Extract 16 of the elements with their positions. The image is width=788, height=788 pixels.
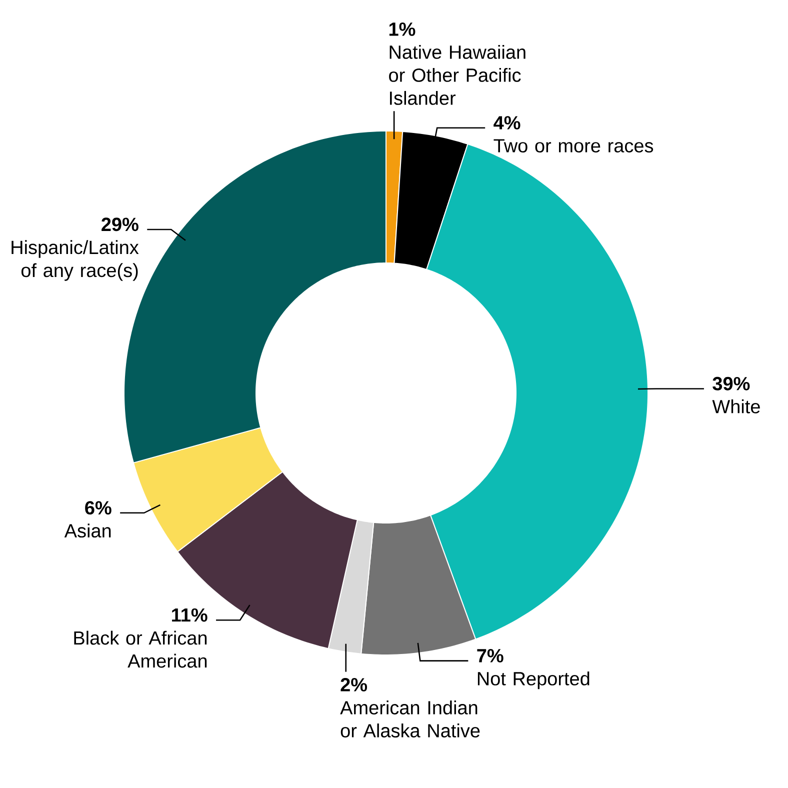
data-label: 29% xyxy=(102,218,138,232)
data-label: 2% xyxy=(340,678,368,692)
slice-label: Hispanic/Latinx of any race(s) xyxy=(12,240,139,281)
data-label: 6% xyxy=(85,501,112,515)
slice-label: Not Reported xyxy=(478,671,590,690)
data-label: 1% xyxy=(389,22,416,36)
data-label: 7% xyxy=(477,649,504,662)
slice-label: Two or more races xyxy=(494,139,654,152)
slice-label: Native Hawaiian or Other Pacific Islander xyxy=(389,44,526,105)
slice-label: Black or African American xyxy=(74,630,207,668)
slice-label: Asian xyxy=(64,524,111,538)
data-label: 11% xyxy=(172,608,208,622)
data-label: 4% xyxy=(494,116,520,130)
data-label: 39% xyxy=(712,376,750,390)
slice-label: American Indian or Alaska Native xyxy=(340,700,480,738)
slice-label: White xyxy=(712,399,760,414)
